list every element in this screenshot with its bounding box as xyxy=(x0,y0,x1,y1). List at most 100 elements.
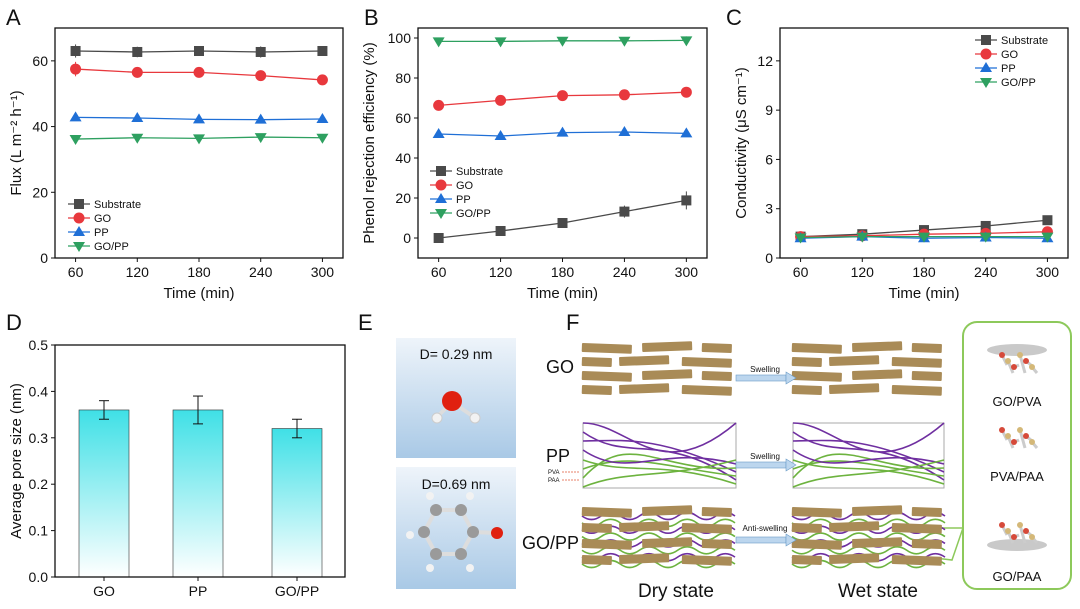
series-pp: PP xyxy=(794,62,1054,243)
legend-label: GO/PP xyxy=(456,208,491,220)
go-sheet xyxy=(581,523,612,534)
interaction-molecule-icon xyxy=(999,427,1039,449)
y-tick-label: 0 xyxy=(40,250,48,266)
go-sheet xyxy=(891,385,942,396)
legend-marker xyxy=(436,166,446,176)
data-point xyxy=(254,133,267,144)
go-sheet xyxy=(852,505,903,516)
go-sheet xyxy=(581,371,632,382)
data-point xyxy=(980,220,991,231)
y-tick-label: 80 xyxy=(395,70,411,86)
data-point xyxy=(255,70,267,82)
atom xyxy=(1029,364,1035,370)
process-arrow xyxy=(735,374,787,382)
go-sheet xyxy=(891,523,942,534)
legend-marker xyxy=(435,179,447,191)
y-tick-label: 0.2 xyxy=(29,476,49,492)
data-point xyxy=(317,46,328,56)
x-tick-label: 180 xyxy=(187,264,211,280)
y-tick-label: 40 xyxy=(32,119,48,135)
arrow-head-icon xyxy=(785,533,797,547)
legend-marker xyxy=(981,35,991,45)
panel-label: F xyxy=(566,310,579,335)
atom xyxy=(1005,358,1011,364)
series-go-pp: GO/PP xyxy=(68,133,329,253)
data-point xyxy=(193,134,205,145)
x-tick-label: 240 xyxy=(249,264,273,280)
data-point xyxy=(131,66,143,78)
y-tick-label: 60 xyxy=(395,110,411,126)
interaction-frame xyxy=(962,321,1072,590)
y-tick-label: 0.4 xyxy=(29,383,49,399)
data-point xyxy=(193,66,205,78)
x-tick-label: 300 xyxy=(675,264,699,280)
wet-state-label: Wet state xyxy=(838,581,918,602)
process-arrow xyxy=(735,461,787,469)
series-pp: PP xyxy=(68,111,329,239)
data-point xyxy=(979,232,992,243)
data-point xyxy=(680,36,693,47)
pp-dry-box xyxy=(582,422,737,489)
legend-marker xyxy=(74,199,84,209)
y-tick-label: 0.5 xyxy=(29,337,49,353)
data-point xyxy=(495,226,506,236)
data-point xyxy=(193,113,205,124)
go-sheet xyxy=(791,385,822,396)
atom xyxy=(1011,439,1017,445)
data-point xyxy=(316,113,329,124)
data-point xyxy=(69,135,82,146)
y-tick-label: 0.0 xyxy=(29,569,49,585)
legend-marker xyxy=(980,78,992,88)
go-sheet xyxy=(791,343,842,354)
panel-label: B xyxy=(364,5,379,30)
go-sheet xyxy=(581,385,612,396)
x-tick-label: PP xyxy=(189,583,208,599)
series-go: GO xyxy=(68,61,328,225)
interaction-label-go-paa: GO/PAA xyxy=(993,569,1042,584)
y-tick-label: 0 xyxy=(765,250,773,266)
bond xyxy=(1018,429,1027,449)
dry-state-label: Dry state xyxy=(638,581,714,602)
x-axis-label: Time (min) xyxy=(163,285,234,302)
go-sheet xyxy=(619,355,670,366)
row-label-pp: PP xyxy=(546,446,570,466)
go-sheet xyxy=(642,537,693,548)
go-sheet xyxy=(829,355,880,366)
polymer-chain xyxy=(792,439,945,473)
data-point xyxy=(918,232,930,243)
interaction-label-pva-paa: PVA/PAA xyxy=(990,469,1044,484)
bond xyxy=(1018,524,1027,544)
go-sheet xyxy=(701,371,732,382)
y-axis-label: Conductivity (μS cm⁻¹) xyxy=(733,67,750,219)
bar xyxy=(271,428,323,578)
go-sheet xyxy=(911,343,942,354)
go-sheet xyxy=(681,523,732,534)
x-tick-label: GO xyxy=(93,583,115,599)
atom xyxy=(1029,439,1035,445)
process-arrow xyxy=(735,536,787,544)
go-sheet xyxy=(911,539,942,550)
panel-e: D= 0.29 nm D=0.69 nm xyxy=(396,338,516,589)
series-substrate: Substrate xyxy=(430,166,692,243)
legend-label: GO xyxy=(1001,49,1019,61)
gopp-dry-sheets xyxy=(581,505,732,566)
y-axis-label: Phenol rejection efficiency (%) xyxy=(361,42,378,244)
y-tick-label: 0.1 xyxy=(29,523,49,539)
go-sheet xyxy=(829,383,880,394)
panel-label: D xyxy=(6,310,22,335)
atom xyxy=(1017,427,1023,433)
go-sheet xyxy=(791,357,822,368)
series-substrate: Substrate xyxy=(68,44,328,211)
go-sheet xyxy=(852,369,903,380)
go-sheet xyxy=(619,521,670,532)
go-sheet xyxy=(701,539,732,550)
data-point xyxy=(70,46,81,56)
go-sheet xyxy=(642,341,693,352)
bar xyxy=(172,409,224,578)
polymer-chain xyxy=(582,459,737,488)
x-tick-label: 180 xyxy=(912,264,936,280)
go-sheet xyxy=(852,341,903,352)
bond xyxy=(1018,354,1027,374)
go-sheet xyxy=(681,357,732,368)
